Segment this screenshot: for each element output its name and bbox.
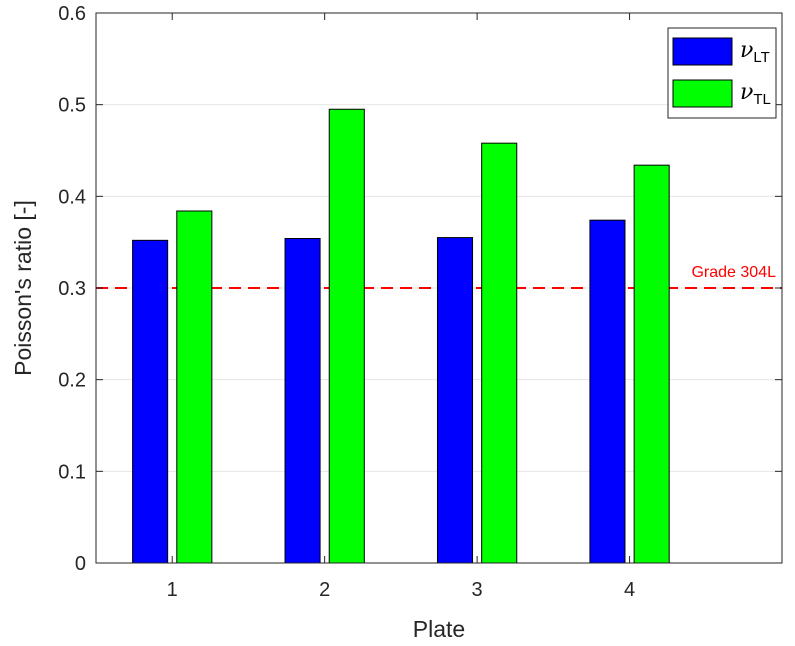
bar-lt-plate-4 (589, 219, 626, 564)
bar-lt-plate-3 (436, 237, 474, 564)
bars (132, 108, 670, 564)
bar-tl-plate-3 (481, 142, 518, 564)
legend-symbol: ν (740, 80, 753, 105)
y-tick-label: 0.2 (58, 370, 86, 392)
x-tick-label: 2 (319, 579, 330, 601)
y-axis-title: Poisson's ratio [-] (10, 200, 36, 376)
legend-swatch-nu-tl (672, 79, 733, 108)
x-axis-title: Plate (413, 616, 465, 642)
legend-subscript: TL (753, 91, 771, 108)
y-tick-label: 0.4 (58, 186, 86, 208)
legend[interactable]: νLT νTL (667, 27, 777, 119)
bar-lt-plate-2 (284, 238, 321, 564)
legend-symbol: ν (740, 38, 753, 63)
y-tick-label: 0.5 (58, 95, 86, 117)
y-tick-label: 0.1 (58, 461, 86, 483)
y-tick-label: 0.3 (58, 278, 86, 300)
x-tick-label: 3 (472, 579, 483, 601)
y-tick-label: 0 (75, 553, 86, 575)
bar-tl-plate-4 (633, 164, 670, 564)
x-tick-label: 4 (624, 579, 635, 601)
y-tick-label: 0.6 (58, 3, 86, 25)
x-tick-label: 1 (167, 579, 178, 601)
legend-label-nu-lt: νLT (740, 38, 770, 66)
legend-subscript: LT (753, 49, 769, 66)
bar-tl-plate-1 (176, 210, 213, 564)
legend-swatch-nu-lt (672, 37, 733, 66)
bar-lt-plate-1 (132, 239, 169, 564)
bar-tl-plate-2 (328, 108, 365, 564)
legend-label-nu-tl: νTL (740, 80, 771, 108)
axis-ticks: 0 0.1 0.2 0.3 0.4 0.5 0.6 1 2 3 4 (58, 3, 782, 601)
reference-line-label: Grade 304L (691, 264, 776, 281)
